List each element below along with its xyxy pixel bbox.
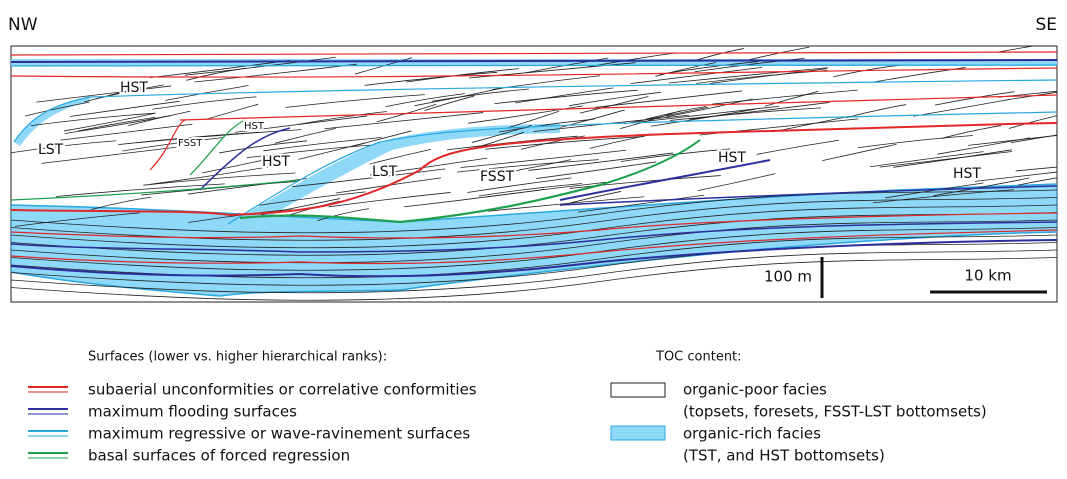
tract-label: HST [120,80,148,96]
legend-item: subaerial unconformities or correlative … [88,381,477,399]
vertical-scale-label: 100 m [764,268,812,286]
legend-item: basal surfaces of forced regression [88,447,350,465]
tract-label: HST [262,154,290,170]
tract-label: FSST [480,169,515,185]
legend-item: maximum regressive or wave-ravinement su… [88,425,470,443]
tract-label: HST [244,121,265,132]
legend-item: organic-poor facies [683,381,827,399]
nw-label: NW [8,15,38,35]
legend-item: maximum flooding surfaces [88,403,297,421]
legend-title: TOC content: [655,350,742,365]
se-label: SE [1035,15,1057,35]
tract-label: LST [38,142,64,158]
legend-note: (topsets, foresets, FSST-LST bottomsets) [683,403,987,421]
legend-item: organic-rich facies [683,425,821,443]
legend-title: Surfaces (lower vs. higher hierarchical … [88,350,387,365]
legend-swatch [611,383,665,397]
tract-label: LST [372,164,398,180]
tract-label: HST [953,166,981,182]
figure: NW SE [0,0,1067,479]
tract-label: HST [718,150,746,166]
tract-label: FSST [178,138,203,149]
legend-note: (TST, and HST bottomsets) [683,447,885,465]
legend-swatch [611,426,665,440]
legend-swatches [28,387,68,458]
horizontal-scale-label: 10 km [964,267,1011,285]
page: NW SE [0,0,1067,479]
